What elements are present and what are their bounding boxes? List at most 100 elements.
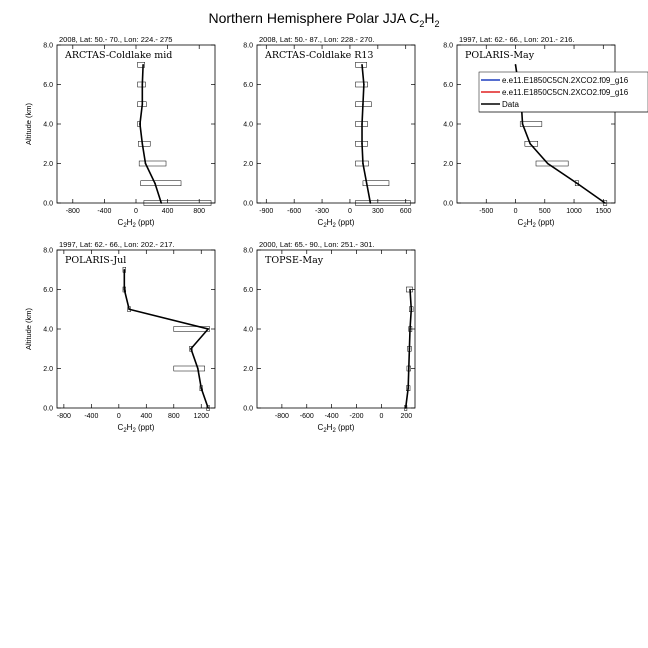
- error-box: [362, 180, 390, 186]
- x-tick-label: -600: [300, 413, 314, 420]
- data-point: [197, 367, 199, 370]
- error-box: [355, 200, 411, 206]
- error-box: [574, 180, 579, 186]
- x-axis-label-part-4: (ppt): [136, 423, 155, 432]
- x-axis-label-part-0: C: [518, 218, 524, 227]
- error-box: [519, 121, 543, 127]
- x-tick-label: 800: [193, 208, 205, 215]
- data-point: [207, 407, 209, 409]
- x-axis-label: C2H2 (ppt): [118, 423, 155, 434]
- panel-header: 1997, Lat: 62.- 66., Lon: 201.- 216.: [459, 35, 575, 44]
- x-tick-label: -300: [315, 208, 329, 215]
- x-tick-label: -500: [479, 208, 493, 215]
- figure-title-sub1: 2: [419, 19, 424, 29]
- x-axis-label-part-1: 2: [323, 223, 327, 229]
- error-box: [603, 200, 608, 206]
- panel-header: 2008, Lat: 50.- 70., Lon: 224.- 275: [59, 35, 172, 44]
- data-point: [207, 328, 209, 330]
- x-axis-label-part-3: 2: [332, 428, 336, 434]
- data-point: [529, 142, 531, 145]
- error-box: [138, 160, 167, 167]
- x-tick-label: -200: [350, 413, 364, 420]
- data-point: [160, 202, 163, 204]
- data-point: [123, 288, 126, 291]
- data-point: [190, 347, 192, 350]
- x-tick-label: 0: [348, 208, 352, 215]
- x-axis-label: C2H2 (ppt): [318, 423, 355, 434]
- plot-frame: [56, 44, 216, 204]
- x-axis-label-part-0: C: [118, 423, 124, 432]
- data-point: [407, 387, 409, 390]
- y-tick-label: 6.0: [43, 287, 53, 294]
- data-line: [361, 64, 372, 204]
- data-point: [200, 387, 203, 390]
- x-tick-label: 0: [514, 208, 518, 215]
- campaign-label: TOPSE-May: [265, 255, 324, 266]
- x-axis-label-part-4: (ppt): [536, 218, 555, 227]
- data-point: [141, 83, 144, 86]
- x-axis-label: C2H2 (ppt): [518, 218, 555, 229]
- y-axis-label: Altitude (km): [24, 307, 33, 350]
- x-tick-label: -800: [66, 208, 80, 215]
- y-axis-label: Altitude (km): [24, 102, 33, 145]
- error-box: [355, 81, 368, 88]
- panel-3: 1997, Lat: 62.- 66., Lon: 201.- 216. POLA…: [443, 35, 616, 229]
- plot-frame: [56, 249, 216, 409]
- x-tick-label: 0: [117, 413, 121, 420]
- campaign-label: POLARIS-May: [465, 50, 535, 61]
- x-axis-label-part-1: 2: [123, 223, 127, 229]
- error-box: [206, 405, 210, 411]
- campaign-label: POLARIS-Jul: [65, 255, 126, 266]
- x-axis-label: C2H2 (ppt): [118, 218, 155, 229]
- data-point: [576, 182, 578, 185]
- x-tick-label: 200: [400, 413, 412, 420]
- error-box: [535, 160, 569, 167]
- x-axis-label-part-4: (ppt): [136, 218, 155, 227]
- y-tick-label: 4.0: [243, 327, 253, 334]
- plot-frame: [256, 44, 416, 204]
- x-axis-label-part-3: 2: [532, 223, 536, 229]
- data-point: [365, 182, 368, 185]
- x-axis-label-part-3: 2: [132, 223, 136, 229]
- x-axis-label-part-1: 2: [323, 428, 327, 434]
- data-point: [409, 328, 411, 330]
- error-box: [173, 326, 210, 332]
- data-point: [123, 268, 126, 271]
- legend-label: Data: [502, 100, 519, 109]
- x-axis-label-part-2: H: [327, 423, 333, 432]
- data-point: [407, 367, 410, 370]
- panel-2: 2008, Lat: 50.- 87., Lon: 228.- 270. ARCT…: [243, 35, 416, 229]
- y-tick-label: 4.0: [243, 122, 253, 129]
- x-tick-label: 1000: [566, 208, 582, 215]
- y-tick-label: 4.0: [43, 327, 53, 334]
- data-point: [362, 162, 364, 165]
- panel-1: 2008, Lat: 50.- 70., Lon: 224.- 275 ARCTA…: [24, 35, 216, 229]
- data-point: [141, 142, 144, 145]
- data-point: [410, 308, 413, 311]
- chart-legend: e.e11.E1850C5CN.2XCO2.f09_g16 e.e11.E1850…: [478, 71, 648, 113]
- legend-label: e.e11.E1850C5CN.2XCO2.f09_g16: [502, 88, 629, 97]
- x-tick-label: -800: [275, 413, 289, 420]
- campaign-label: ARCTAS-Coldlake R13: [264, 50, 373, 61]
- y-tick-label: 2.0: [243, 161, 253, 168]
- data-point: [361, 142, 363, 145]
- error-box: [138, 141, 151, 147]
- figure-title-text: Northern Hemisphere Polar JJA C: [208, 10, 419, 26]
- x-axis-label: C2H2 (ppt): [318, 218, 355, 229]
- y-tick-label: 0.0: [243, 201, 253, 208]
- plot-frame: [456, 44, 616, 204]
- data-point: [144, 162, 147, 165]
- data-point: [139, 123, 141, 125]
- x-axis-label-part-2: H: [127, 423, 133, 432]
- data-line: [123, 269, 210, 409]
- x-tick-label: -400: [325, 413, 339, 420]
- data-point: [363, 83, 365, 86]
- legend-label: e.e11.E1850C5CN.2XCO2.f09_g16: [502, 76, 629, 85]
- data-point: [154, 182, 156, 185]
- data-point: [142, 63, 144, 66]
- y-tick-label: 6.0: [243, 287, 253, 294]
- data-point: [361, 123, 363, 125]
- x-tick-label: 800: [168, 413, 180, 420]
- x-tick-label: -400: [84, 413, 98, 420]
